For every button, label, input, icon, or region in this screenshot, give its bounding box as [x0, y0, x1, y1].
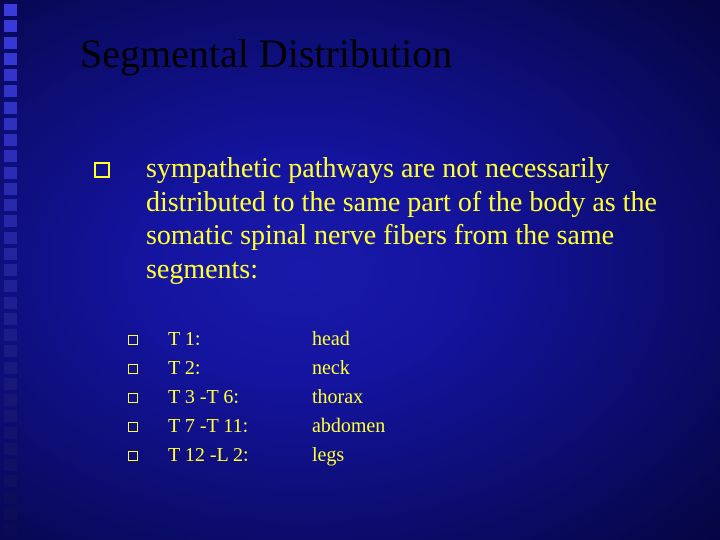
sub-bullet-item: T 3 -T 6:thorax [128, 384, 385, 411]
deco-square-icon [4, 378, 17, 390]
deco-square-icon [4, 134, 17, 146]
deco-square-icon [4, 524, 17, 536]
decorative-square-column [0, 0, 30, 540]
deco-square-icon [4, 37, 17, 49]
deco-square-icon [4, 492, 17, 504]
sub-bullet-item: T 2:neck [128, 355, 385, 382]
deco-square-icon [4, 508, 17, 520]
bullet-square-icon [128, 364, 138, 374]
deco-square-icon [4, 199, 17, 211]
bullet-square-icon [128, 335, 138, 345]
deco-square-icon [4, 85, 17, 97]
segment-label: T 2: [168, 357, 312, 380]
deco-square-icon [4, 394, 17, 406]
deco-square-icon [4, 20, 17, 32]
segment-label: T 7 -T 11: [168, 415, 312, 438]
deco-square-icon [4, 313, 17, 325]
sub-bullet-item: T 12 -L 2:legs [128, 442, 385, 469]
deco-square-icon [4, 345, 17, 357]
bullet-square-icon [128, 393, 138, 403]
sub-bullet-list: T 1:headT 2:neckT 3 -T 6:thoraxT 7 -T 11… [128, 326, 385, 471]
region-label: legs [312, 444, 344, 467]
segment-label: T 1: [168, 328, 312, 351]
sub-bullet-item: T 1:head [128, 326, 385, 353]
bullet-square-icon [128, 422, 138, 432]
deco-square-icon [4, 459, 17, 471]
deco-square-icon [4, 264, 17, 276]
deco-square-icon [4, 69, 17, 81]
bullet-square-icon [94, 162, 110, 178]
deco-square-icon [4, 248, 17, 260]
sub-bullet-item: T 7 -T 11:abdomen [128, 413, 385, 440]
deco-square-icon [4, 4, 17, 16]
main-bullet: sympathetic pathways are not necessarily… [94, 152, 706, 286]
deco-square-icon [4, 427, 17, 439]
deco-square-icon [4, 118, 17, 130]
deco-square-icon [4, 167, 17, 179]
bullet-square-icon [128, 451, 138, 461]
deco-square-icon [4, 102, 17, 114]
deco-square-icon [4, 475, 17, 487]
region-label: neck [312, 357, 350, 380]
deco-square-icon [4, 297, 17, 309]
main-text: sympathetic pathways are not necessarily… [146, 152, 706, 286]
region-label: abdomen [312, 415, 385, 438]
segment-label: T 3 -T 6: [168, 386, 312, 409]
deco-square-icon [4, 232, 17, 244]
deco-square-icon [4, 362, 17, 374]
deco-square-icon [4, 150, 17, 162]
slide-title: Segmental Distribution [80, 30, 452, 77]
deco-square-icon [4, 280, 17, 292]
deco-square-icon [4, 215, 17, 227]
deco-square-icon [4, 183, 17, 195]
deco-square-icon [4, 410, 17, 422]
region-label: head [312, 328, 350, 351]
deco-square-icon [4, 53, 17, 65]
deco-square-icon [4, 329, 17, 341]
segment-label: T 12 -L 2: [168, 444, 312, 467]
region-label: thorax [312, 386, 363, 409]
deco-square-icon [4, 443, 17, 455]
